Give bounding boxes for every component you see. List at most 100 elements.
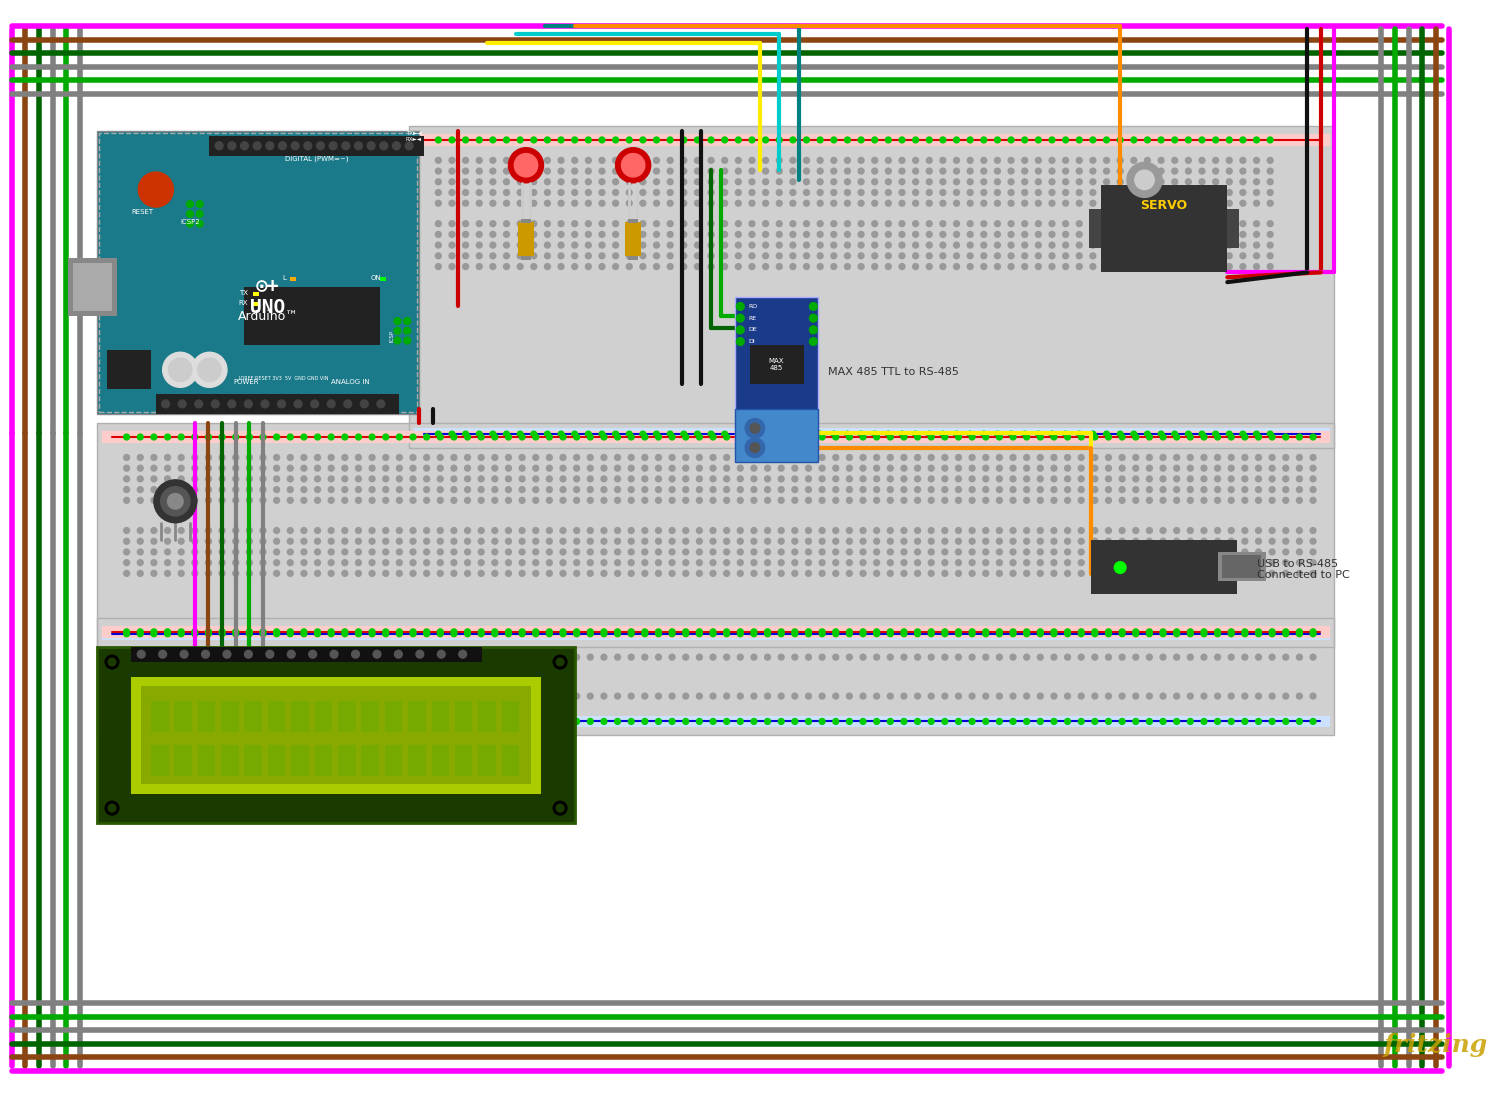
Circle shape: [888, 465, 892, 471]
Circle shape: [165, 476, 171, 482]
Circle shape: [532, 476, 538, 482]
Circle shape: [1132, 654, 1138, 660]
Circle shape: [846, 538, 852, 544]
Circle shape: [492, 465, 498, 471]
Circle shape: [462, 431, 468, 437]
Circle shape: [1048, 431, 1054, 437]
Circle shape: [1131, 138, 1137, 143]
Circle shape: [518, 189, 524, 196]
Circle shape: [560, 476, 566, 482]
Circle shape: [792, 549, 798, 554]
Circle shape: [615, 528, 621, 534]
Circle shape: [873, 718, 879, 725]
Circle shape: [382, 486, 388, 493]
Bar: [386, 745, 402, 776]
Circle shape: [302, 454, 307, 461]
Circle shape: [940, 431, 946, 437]
Circle shape: [792, 560, 798, 565]
Circle shape: [859, 718, 865, 725]
Circle shape: [765, 629, 771, 635]
Circle shape: [1078, 560, 1084, 565]
Circle shape: [315, 549, 321, 554]
Circle shape: [1228, 465, 1234, 471]
Circle shape: [246, 718, 252, 725]
Circle shape: [1090, 157, 1096, 163]
Circle shape: [1296, 476, 1302, 482]
Circle shape: [654, 264, 660, 270]
Circle shape: [1228, 476, 1234, 482]
Circle shape: [818, 431, 824, 437]
Circle shape: [504, 264, 510, 270]
Circle shape: [602, 528, 608, 534]
Circle shape: [928, 560, 934, 565]
Circle shape: [328, 629, 334, 635]
Circle shape: [219, 560, 225, 565]
Circle shape: [302, 630, 307, 637]
Circle shape: [465, 560, 471, 565]
Circle shape: [598, 168, 604, 174]
Circle shape: [1160, 476, 1166, 482]
Circle shape: [1144, 168, 1150, 174]
Circle shape: [954, 242, 960, 248]
Circle shape: [410, 549, 416, 554]
Circle shape: [438, 434, 442, 440]
Circle shape: [1090, 264, 1096, 270]
Circle shape: [819, 434, 825, 440]
Circle shape: [573, 718, 579, 725]
Circle shape: [288, 497, 292, 503]
Circle shape: [1185, 264, 1191, 270]
Circle shape: [302, 528, 307, 534]
Circle shape: [1023, 571, 1029, 576]
Circle shape: [994, 157, 1000, 163]
Circle shape: [546, 538, 552, 544]
Circle shape: [1269, 629, 1275, 635]
Circle shape: [846, 571, 852, 576]
Circle shape: [654, 179, 660, 185]
Circle shape: [294, 400, 302, 408]
Circle shape: [246, 486, 252, 493]
Circle shape: [1254, 242, 1260, 248]
Circle shape: [196, 220, 202, 227]
Circle shape: [560, 718, 566, 725]
Circle shape: [1078, 629, 1084, 635]
Circle shape: [196, 210, 202, 218]
Bar: [198, 701, 216, 733]
Circle shape: [356, 560, 362, 565]
Circle shape: [369, 486, 375, 493]
Circle shape: [588, 654, 592, 660]
Circle shape: [1010, 560, 1016, 565]
Circle shape: [982, 560, 988, 565]
Circle shape: [356, 538, 362, 544]
Circle shape: [1172, 431, 1178, 437]
Circle shape: [777, 189, 782, 196]
Circle shape: [490, 157, 496, 163]
Circle shape: [1022, 157, 1028, 163]
Circle shape: [642, 630, 648, 637]
Circle shape: [902, 465, 908, 471]
Circle shape: [369, 476, 375, 482]
Circle shape: [192, 497, 198, 503]
Circle shape: [710, 654, 716, 660]
Circle shape: [1228, 528, 1234, 534]
Circle shape: [1010, 718, 1016, 725]
Circle shape: [435, 242, 441, 248]
Circle shape: [669, 654, 675, 660]
Circle shape: [968, 431, 974, 437]
Circle shape: [888, 486, 892, 493]
Circle shape: [315, 571, 321, 576]
Circle shape: [762, 221, 768, 227]
Circle shape: [1010, 476, 1016, 482]
Circle shape: [369, 538, 375, 544]
Circle shape: [777, 157, 782, 163]
Circle shape: [912, 179, 918, 185]
Circle shape: [762, 200, 768, 206]
Text: RO: RO: [748, 304, 758, 309]
Circle shape: [1160, 549, 1166, 554]
Circle shape: [532, 571, 538, 576]
Circle shape: [833, 654, 839, 660]
Circle shape: [438, 528, 442, 534]
Circle shape: [912, 200, 918, 206]
Circle shape: [1215, 486, 1221, 493]
Circle shape: [435, 168, 441, 174]
Circle shape: [954, 221, 960, 227]
